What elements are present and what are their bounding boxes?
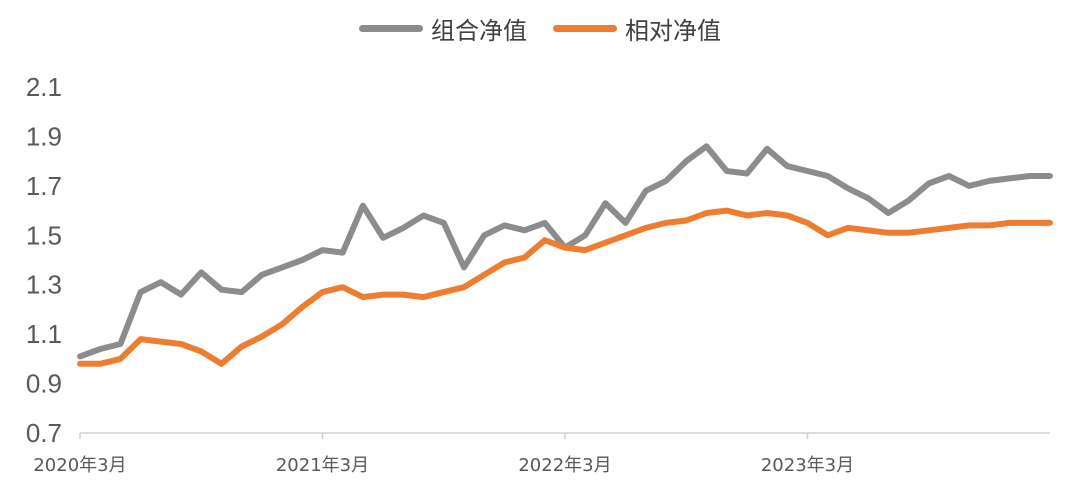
- series-line-relative-nav: [77, 207, 1053, 367]
- y-tick-label: 1.7: [26, 171, 62, 201]
- legend-label-relative-nav: 相对净值: [625, 16, 721, 45]
- y-tick-label: 0.9: [26, 369, 62, 399]
- y-tick-label: 1.3: [26, 270, 62, 300]
- y-tick-label: 1.9: [26, 121, 62, 151]
- x-tick-label: 2023年3月: [761, 455, 854, 476]
- legend-item-relative-nav: 相对净值: [553, 11, 721, 46]
- legend: 组合净值 相对净值: [0, 10, 1080, 46]
- series-lines: [77, 143, 1053, 367]
- x-tick-label: 2021年3月: [276, 455, 369, 476]
- x-axis: 2020年3月 2021年3月 2022年3月 2023年3月: [33, 432, 1050, 476]
- legend-swatch-relative-nav: [553, 24, 617, 32]
- x-tick-label: 2022年3月: [518, 455, 611, 476]
- y-tick-label: 0.7: [26, 418, 62, 448]
- legend-label-portfolio-nav: 组合净值: [431, 16, 527, 45]
- y-tick-label: 1.5: [26, 220, 62, 250]
- y-tick-label: 1.1: [26, 319, 62, 349]
- x-tick-label: 2020年3月: [33, 455, 126, 476]
- series-line-portfolio-nav: [77, 143, 1053, 360]
- y-axis-ticks: 2.1 1.9 1.7 1.5 1.3 1.1 0.9 0.7: [26, 72, 62, 448]
- legend-swatch-portfolio-nav: [359, 24, 423, 32]
- y-tick-label: 2.1: [26, 72, 62, 102]
- legend-item-portfolio-nav: 组合净值: [359, 11, 527, 46]
